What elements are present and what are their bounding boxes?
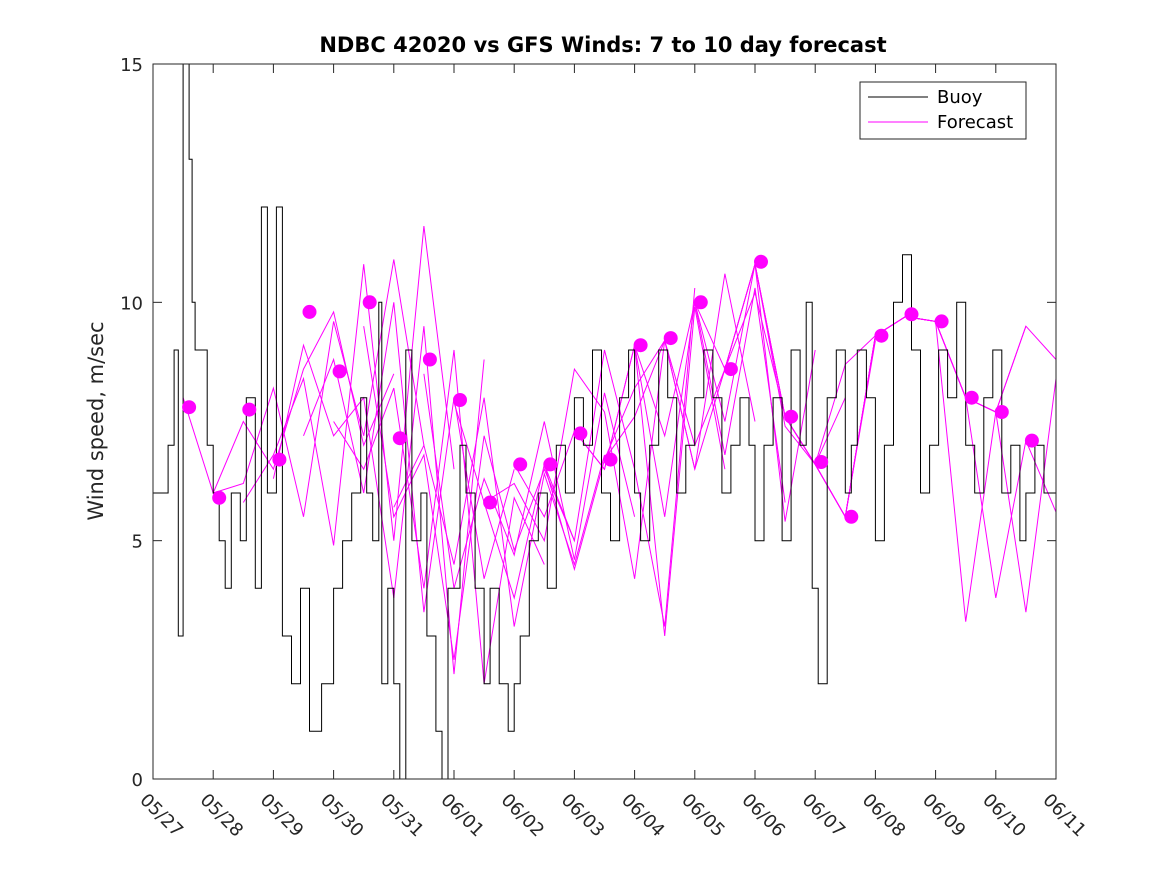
forecast-marker-15 <box>633 338 648 353</box>
forecast-marker-22 <box>844 509 859 524</box>
x-tick-label-9: 06/05 <box>677 790 729 842</box>
forecast-run-line-4 <box>303 302 515 613</box>
x-tick-label-2: 05/29 <box>256 790 308 842</box>
x-tick-label-10: 06/06 <box>737 790 789 842</box>
x-tick-label-13: 06/09 <box>918 790 970 842</box>
y-axis-label: Wind speed, m/sec <box>84 321 108 520</box>
forecast-marker-24 <box>904 307 919 322</box>
x-tick-label-11: 06/07 <box>798 790 850 842</box>
x-tick-label-12: 06/08 <box>858 790 910 842</box>
y-tick-label-1: 5 <box>132 532 143 553</box>
forecast-marker-11 <box>513 457 528 472</box>
forecast-marker-17 <box>693 295 708 310</box>
forecast-run-line-6 <box>363 326 575 660</box>
y-tick-label-3: 15 <box>120 55 143 76</box>
y-tick-label-2: 10 <box>120 293 143 314</box>
buoy-series-line <box>153 63 1057 780</box>
x-tick-label-7: 06/03 <box>557 790 609 842</box>
forecast-marker-27 <box>994 405 1009 419</box>
forecast-marker-1 <box>212 490 227 505</box>
forecast-marker-19 <box>754 254 768 269</box>
forecast-run-line-8 <box>423 373 636 589</box>
forecast-run-line-9 <box>453 340 666 579</box>
forecast-marker-16 <box>663 331 678 346</box>
forecast-marker-4 <box>302 304 317 319</box>
forecast-marker-2 <box>242 402 257 417</box>
x-tick-label-14: 06/10 <box>978 790 1030 842</box>
forecast-run-line-22 <box>844 316 1057 517</box>
forecast-marker-18 <box>723 362 738 377</box>
x-tick-label-4: 05/31 <box>376 790 428 842</box>
plot-lines <box>153 63 1057 780</box>
forecast-run-line-13 <box>574 287 786 517</box>
x-tick-label-5: 06/01 <box>436 790 488 842</box>
forecast-marker-12 <box>543 457 558 472</box>
forecast-run-line-12 <box>543 273 756 572</box>
forecast-marker-20 <box>784 409 799 424</box>
x-tick-label-8: 06/04 <box>617 790 669 842</box>
x-tick-label-1: 05/28 <box>196 790 248 842</box>
legend: Buoy Forecast <box>859 81 1027 140</box>
forecast-marker-21 <box>814 455 829 469</box>
forecast-marker-7 <box>392 431 407 446</box>
forecast-marker-23 <box>874 328 889 343</box>
forecast-run-line-10 <box>483 287 696 627</box>
legend-forecast-label: Forecast <box>937 112 1013 133</box>
forecast-marker-3 <box>272 452 287 467</box>
y-axis: 0 5 10 15 <box>120 55 1056 791</box>
legend-box <box>859 81 1027 140</box>
x-tick-label-6: 06/02 <box>497 790 549 842</box>
forecast-marker-0 <box>182 400 197 415</box>
forecast-run-line-14 <box>604 264 816 522</box>
forecast-run-line-0 <box>182 310 395 495</box>
forecast-run-line-7 <box>393 397 605 627</box>
x-tick-label-0: 05/27 <box>135 790 187 842</box>
forecast-marker-28 <box>1024 433 1039 448</box>
forecast-marker-10 <box>483 495 498 510</box>
forecast-marker-5 <box>332 364 347 379</box>
forecast-run-line-5 <box>333 349 545 684</box>
forecast-run-line-24 <box>905 316 1057 613</box>
forecast-marker-13 <box>573 426 588 441</box>
forecast-marker-8 <box>422 352 437 367</box>
x-tick-label-15: 06/11 <box>1038 790 1090 842</box>
plot-area-frame <box>152 63 1057 780</box>
forecast-run-line-20 <box>784 316 997 622</box>
legend-buoy-label: Buoy <box>937 87 983 108</box>
x-tick-label-3: 05/30 <box>316 790 368 842</box>
forecast-marker-14 <box>603 452 618 467</box>
forecast-marker-25 <box>934 314 949 329</box>
forecast-marker-9 <box>453 393 467 407</box>
chart-title: NDBC 42020 vs GFS Winds: 7 to 10 day for… <box>319 33 886 57</box>
forecast-run-line-19 <box>754 264 967 519</box>
forecast-marker-6 <box>362 295 377 310</box>
y-tick-label-0: 0 <box>132 770 143 791</box>
forecast-run-line-2 <box>242 226 455 546</box>
forecast-run-line-15 <box>634 264 846 466</box>
forecast-marker-26 <box>964 390 979 405</box>
forecast-run-line-1 <box>213 259 425 517</box>
